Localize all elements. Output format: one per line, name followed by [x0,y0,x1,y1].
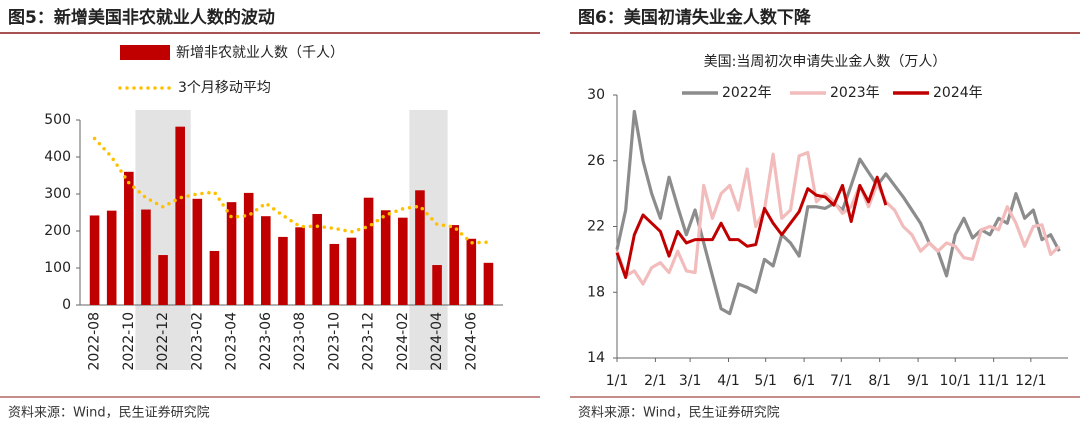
bar [106,210,117,305]
bar [243,192,254,305]
x-tick-label: 1/1 [606,373,629,389]
source: 资料来源：Wind，民生证券研究院 [578,405,780,421]
bar [415,190,425,305]
x-tick-label: 2/1 [644,373,667,389]
y-tick-label: 500 [44,112,71,128]
series-line [615,109,1061,316]
bar [329,243,340,305]
bar [175,126,185,305]
bar [89,215,100,305]
x-tick-label: 5/1 [754,373,777,389]
bar [141,209,151,305]
x-tick-label: 9/1 [907,373,930,389]
y-tick-label: 400 [44,149,71,165]
bar [158,255,168,305]
x-tick-label: 2022-12 [155,312,171,371]
chart-title: 图5：新增美国非农就业人数的波动 [8,7,275,28]
x-tick-label: 2022-08 [87,312,103,371]
legend-label: 2024年 [933,85,983,101]
x-tick-label: 2023-06 [258,312,274,371]
x-tick-label: 12/1 [1015,373,1046,389]
bar [380,210,391,305]
x-tick-label: 11/1 [978,373,1009,389]
bar [432,265,442,305]
y-tick-label: 200 [44,223,71,239]
bar [346,237,357,305]
x-tick-label: 2023-08 [292,312,308,371]
bar [483,262,494,305]
bar [209,250,220,305]
bar [278,236,288,305]
x-tick-label: 2023-02 [189,312,205,371]
y-tick-label: 30 [587,87,605,103]
x-tick-label: 2024-04 [429,312,445,371]
x-tick-label: 7/1 [830,373,853,389]
bar [449,225,459,305]
x-tick-label: 6/1 [793,373,816,389]
chart-title: 图6：美国初请失业金人数下降 [578,7,812,28]
y-tick-label: 14 [587,350,605,366]
bar [124,171,134,305]
x-tick-label: 4/1 [717,373,740,389]
x-tick-label: 10/1 [940,373,971,389]
legend-swatch [120,45,170,60]
bar [312,213,322,305]
source: 资料来源：Wind，民生证券研究院 [8,405,210,421]
bar [363,197,374,305]
legend-label: 新增非农就业人数（千人） [176,45,344,61]
x-tick-label: 2023-10 [326,312,342,371]
legend-label: 2023年 [830,85,880,101]
y-tick-label: 26 [587,153,605,169]
y-tick-label: 18 [587,284,605,300]
legend-label: 2022年 [722,85,772,101]
bar [261,216,271,305]
series-line [615,150,1061,286]
x-tick-label: 3/1 [679,373,702,389]
bar [226,202,237,305]
moving-average-line [92,136,491,245]
x-tick-label: 8/1 [868,373,891,389]
y-tick-label: 300 [44,186,71,202]
y-tick-label: 22 [587,219,605,235]
series-line [615,175,888,279]
bar [398,217,408,305]
x-tick-label: 2024-06 [463,312,479,371]
bar [466,238,477,305]
x-tick-label: 2022-10 [121,312,137,371]
x-tick-label: 2023-04 [224,312,240,371]
x-tick-label: 2024-02 [395,312,411,371]
x-tick-label: 2023-12 [361,312,377,371]
bar [192,198,203,305]
chart-subtitle: 美国:当周初次申请失业金人数（万人） [704,53,947,70]
y-tick-label: 100 [44,260,71,276]
bar [295,227,305,305]
y-tick-label: 0 [62,297,71,313]
legend-label: 3个月移动平均 [178,80,271,96]
